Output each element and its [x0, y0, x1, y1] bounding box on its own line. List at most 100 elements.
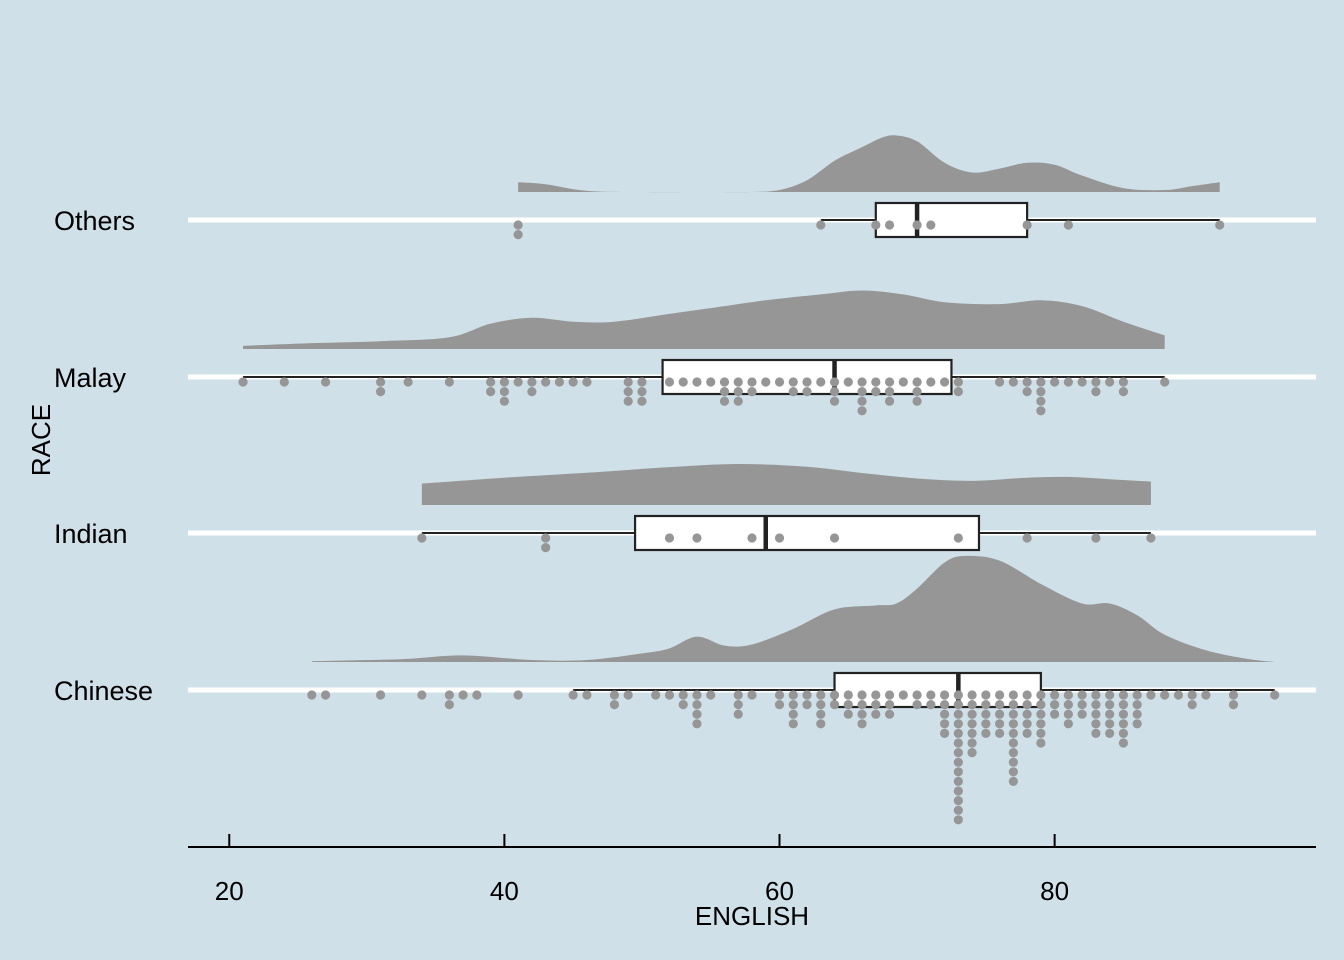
dot-chinese: [802, 700, 812, 710]
category-label-others: Others: [54, 206, 135, 236]
dot-chinese: [609, 700, 620, 710]
dot-chinese: [967, 709, 977, 719]
dot-chinese: [1091, 719, 1101, 729]
dot-malay: [692, 377, 702, 387]
dot-malay: [513, 377, 523, 387]
dot-malay: [802, 387, 812, 397]
dot-chinese: [444, 700, 454, 710]
dot-indian: [541, 543, 551, 553]
dot-malay: [486, 377, 496, 387]
dot-chinese: [1105, 719, 1115, 729]
dot-chinese: [843, 690, 853, 700]
dot-chinese: [898, 690, 908, 700]
dot-chinese: [981, 690, 991, 700]
dot-others: [884, 220, 895, 230]
dot-chinese: [967, 719, 977, 729]
dot-chinese: [1132, 719, 1142, 729]
dot-malay: [926, 377, 936, 387]
dot-chinese: [1063, 690, 1073, 700]
dot-others: [513, 230, 523, 240]
dot-malay: [1118, 377, 1129, 387]
dot-malay: [747, 377, 757, 387]
dot-malay: [733, 377, 743, 387]
dot-chinese: [623, 690, 633, 700]
dot-chinese: [664, 690, 675, 700]
dot-chinese: [939, 719, 950, 729]
dot-malay: [912, 377, 922, 387]
dot-chinese: [1187, 700, 1197, 710]
x-axis-title: ENGLISH: [695, 901, 809, 931]
dot-malay: [843, 377, 853, 387]
dot-chinese: [1118, 738, 1129, 748]
dot-malay: [623, 387, 633, 397]
dot-chinese: [513, 690, 523, 700]
dot-chinese: [884, 700, 895, 710]
dot-malay: [706, 377, 716, 387]
dot-chinese: [1008, 709, 1018, 719]
dot-chinese: [1118, 700, 1129, 710]
dot-chinese: [953, 748, 963, 758]
dot-chinese: [692, 709, 702, 719]
dot-chinese: [967, 728, 977, 739]
dot-malay: [719, 396, 730, 406]
dot-chinese: [816, 700, 826, 710]
dot-chinese: [1091, 709, 1101, 719]
dot-chinese: [1160, 690, 1170, 700]
dot-chinese: [678, 690, 688, 700]
dot-malay: [747, 387, 757, 397]
dot-malay: [857, 387, 867, 397]
dot-malay: [623, 377, 633, 387]
dot-chinese: [1228, 700, 1239, 710]
dot-malay: [527, 377, 537, 387]
dot-malay: [486, 387, 496, 397]
dot-chinese: [568, 690, 578, 700]
dot-chinese: [1036, 728, 1046, 739]
dot-chinese: [981, 728, 991, 739]
dot-malay: [884, 396, 895, 406]
dot-malay: [719, 377, 730, 387]
dot-malay: [857, 406, 867, 416]
dot-others: [871, 220, 881, 230]
dot-chinese: [939, 690, 950, 700]
dot-chinese: [788, 700, 798, 710]
dot-malay: [499, 377, 509, 387]
dot-chinese: [1132, 690, 1142, 700]
dot-chinese: [857, 700, 867, 710]
x-tick-label-60: 60: [765, 876, 794, 906]
dot-malay: [953, 387, 963, 397]
dot-chinese: [1022, 719, 1032, 729]
dot-chinese: [582, 690, 592, 700]
dot-chinese: [1022, 700, 1032, 710]
dot-chinese: [417, 690, 427, 700]
dot-chinese: [1146, 690, 1156, 700]
dot-chinese: [444, 690, 454, 700]
dot-malay: [1008, 377, 1018, 387]
dot-indian: [1022, 533, 1032, 543]
dot-indian: [417, 533, 427, 543]
dot-others: [926, 220, 936, 230]
dot-indian: [747, 533, 757, 543]
box-others: [874, 201, 1029, 239]
dot-others: [1215, 220, 1225, 230]
dot-malay: [816, 377, 826, 387]
dot-chinese: [981, 700, 991, 710]
dot-malay: [554, 377, 565, 387]
dot-chinese: [1022, 728, 1032, 739]
dot-chinese: [1008, 719, 1018, 729]
density-malay: [243, 290, 1165, 349]
dot-chinese: [1105, 690, 1115, 700]
dot-malay: [1077, 377, 1087, 387]
dot-chinese: [995, 709, 1005, 719]
dot-chinese: [1201, 690, 1211, 700]
dot-chinese: [912, 690, 922, 700]
dot-chinese: [1063, 700, 1073, 710]
dot-malay: [829, 396, 840, 406]
dot-malay: [375, 387, 386, 397]
dot-chinese: [1105, 709, 1115, 719]
dot-malay: [499, 396, 509, 406]
dot-chinese: [926, 700, 936, 710]
dot-chinese: [706, 690, 716, 700]
dot-malay: [320, 377, 331, 387]
dot-malay: [1091, 387, 1101, 397]
